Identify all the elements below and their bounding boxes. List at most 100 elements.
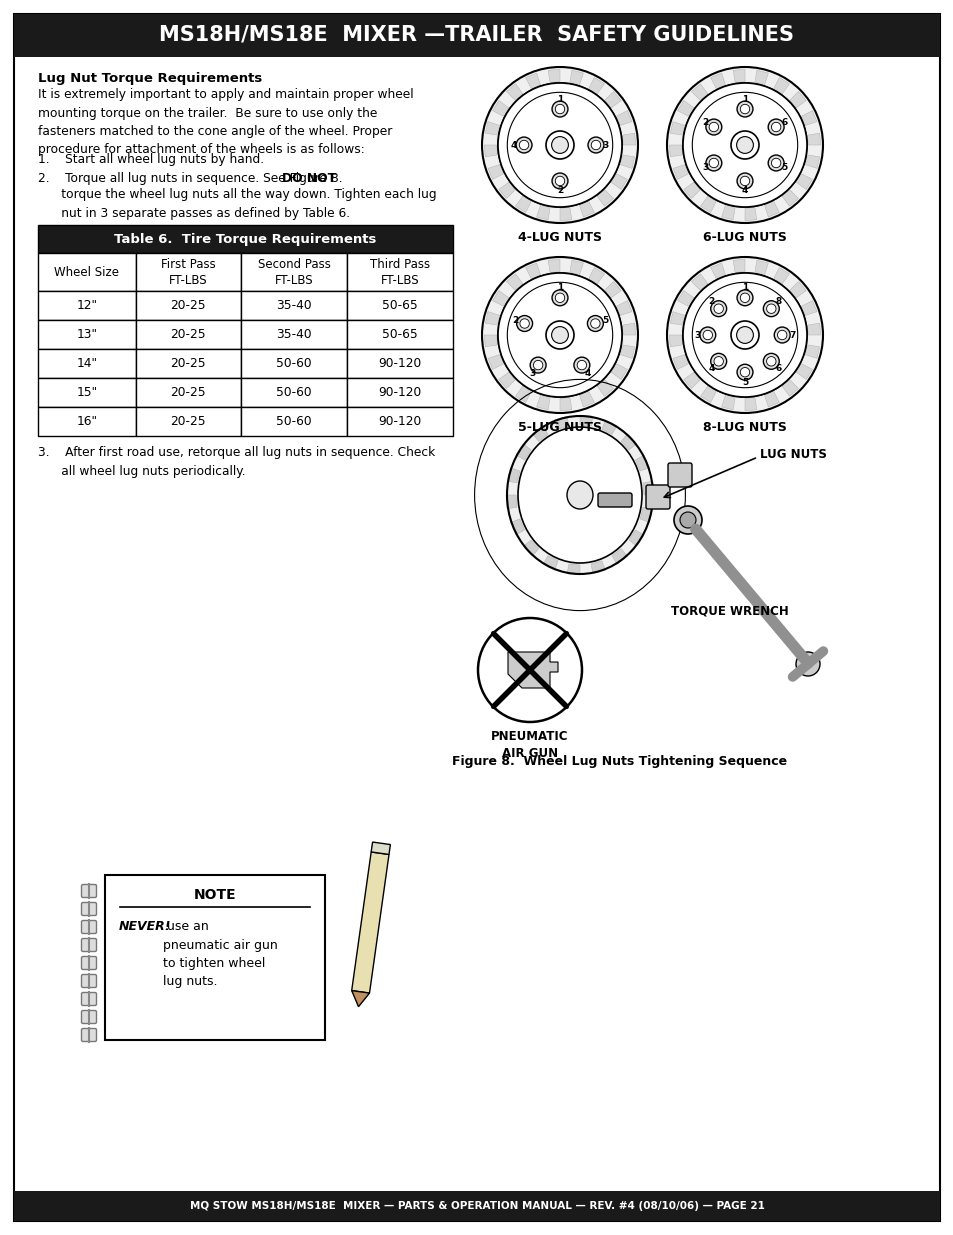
FancyBboxPatch shape <box>241 350 347 378</box>
Circle shape <box>740 368 749 377</box>
Circle shape <box>740 177 749 185</box>
Polygon shape <box>744 207 756 221</box>
Circle shape <box>481 67 638 224</box>
Circle shape <box>730 131 759 159</box>
Text: 5-LUG NUTS: 5-LUG NUTS <box>517 421 601 433</box>
Circle shape <box>737 173 752 189</box>
Text: 4: 4 <box>708 364 714 373</box>
FancyBboxPatch shape <box>241 408 347 436</box>
Polygon shape <box>796 174 812 189</box>
Polygon shape <box>532 426 547 441</box>
Circle shape <box>552 173 567 189</box>
Text: 4: 4 <box>584 369 590 378</box>
Circle shape <box>767 156 783 170</box>
FancyBboxPatch shape <box>241 253 347 291</box>
FancyBboxPatch shape <box>81 1010 96 1024</box>
Text: 50-60: 50-60 <box>276 415 312 429</box>
Polygon shape <box>484 335 497 347</box>
Text: 14": 14" <box>76 357 97 370</box>
Polygon shape <box>754 70 767 85</box>
Polygon shape <box>804 345 819 358</box>
Polygon shape <box>796 364 812 379</box>
Circle shape <box>530 357 545 373</box>
Circle shape <box>682 273 806 396</box>
Polygon shape <box>569 261 583 275</box>
FancyBboxPatch shape <box>135 350 241 378</box>
Polygon shape <box>733 259 744 273</box>
Circle shape <box>545 131 574 159</box>
FancyBboxPatch shape <box>135 291 241 320</box>
Polygon shape <box>507 652 558 688</box>
Circle shape <box>766 357 775 366</box>
Polygon shape <box>710 73 724 89</box>
Circle shape <box>762 353 779 369</box>
Polygon shape <box>628 530 643 546</box>
Polygon shape <box>691 274 707 290</box>
Polygon shape <box>588 78 604 94</box>
Polygon shape <box>515 387 531 403</box>
Circle shape <box>713 304 722 314</box>
Circle shape <box>766 304 775 314</box>
Polygon shape <box>621 133 635 144</box>
Polygon shape <box>683 183 700 199</box>
Polygon shape <box>672 164 688 179</box>
Text: 3.    After first road use, retorque all lug nuts in sequence. Check
      all w: 3. After first road use, retorque all lu… <box>38 446 435 478</box>
Polygon shape <box>801 111 816 126</box>
Polygon shape <box>669 144 681 157</box>
FancyBboxPatch shape <box>347 291 453 320</box>
Circle shape <box>713 357 722 366</box>
Circle shape <box>545 321 574 350</box>
Polygon shape <box>612 548 627 564</box>
Polygon shape <box>773 78 789 94</box>
Circle shape <box>737 364 752 380</box>
Polygon shape <box>525 73 540 89</box>
Polygon shape <box>579 415 592 426</box>
Circle shape <box>705 156 721 170</box>
Polygon shape <box>611 174 627 189</box>
FancyBboxPatch shape <box>81 1029 96 1041</box>
Text: 20-25: 20-25 <box>171 357 206 370</box>
Polygon shape <box>670 121 684 135</box>
Polygon shape <box>485 311 499 325</box>
Text: 20-25: 20-25 <box>171 387 206 399</box>
Circle shape <box>736 326 753 343</box>
Polygon shape <box>604 282 620 298</box>
Text: 50-65: 50-65 <box>382 329 417 341</box>
Text: 3: 3 <box>529 369 535 378</box>
FancyBboxPatch shape <box>81 956 96 969</box>
Polygon shape <box>635 454 649 471</box>
Circle shape <box>737 101 752 117</box>
Circle shape <box>708 122 718 132</box>
Polygon shape <box>670 311 684 325</box>
FancyBboxPatch shape <box>14 14 939 57</box>
Circle shape <box>730 321 759 350</box>
Circle shape <box>587 137 603 153</box>
Text: LUG NUTS: LUG NUTS <box>760 448 826 462</box>
Polygon shape <box>597 379 613 396</box>
Polygon shape <box>559 207 571 221</box>
Text: 3: 3 <box>602 141 608 149</box>
Circle shape <box>702 330 712 340</box>
Polygon shape <box>616 111 631 126</box>
Text: 50-65: 50-65 <box>382 299 417 312</box>
Text: 2: 2 <box>701 117 707 126</box>
Circle shape <box>679 513 696 529</box>
Circle shape <box>587 316 602 331</box>
Polygon shape <box>720 395 735 410</box>
Text: 13": 13" <box>76 329 97 341</box>
Ellipse shape <box>517 427 641 563</box>
Circle shape <box>577 361 586 369</box>
Text: torque the wheel lug nuts all the way down. Tighten each lug
      nut in 3 sepa: torque the wheel lug nuts all the way do… <box>38 188 436 220</box>
Circle shape <box>552 290 567 306</box>
Text: 5: 5 <box>601 316 607 325</box>
Ellipse shape <box>506 416 652 574</box>
Circle shape <box>552 101 567 117</box>
Polygon shape <box>352 852 389 993</box>
Polygon shape <box>485 121 499 135</box>
Polygon shape <box>639 508 652 522</box>
FancyBboxPatch shape <box>38 408 135 436</box>
Polygon shape <box>484 144 497 157</box>
Polygon shape <box>601 420 617 435</box>
Circle shape <box>682 83 806 207</box>
Circle shape <box>516 137 532 153</box>
